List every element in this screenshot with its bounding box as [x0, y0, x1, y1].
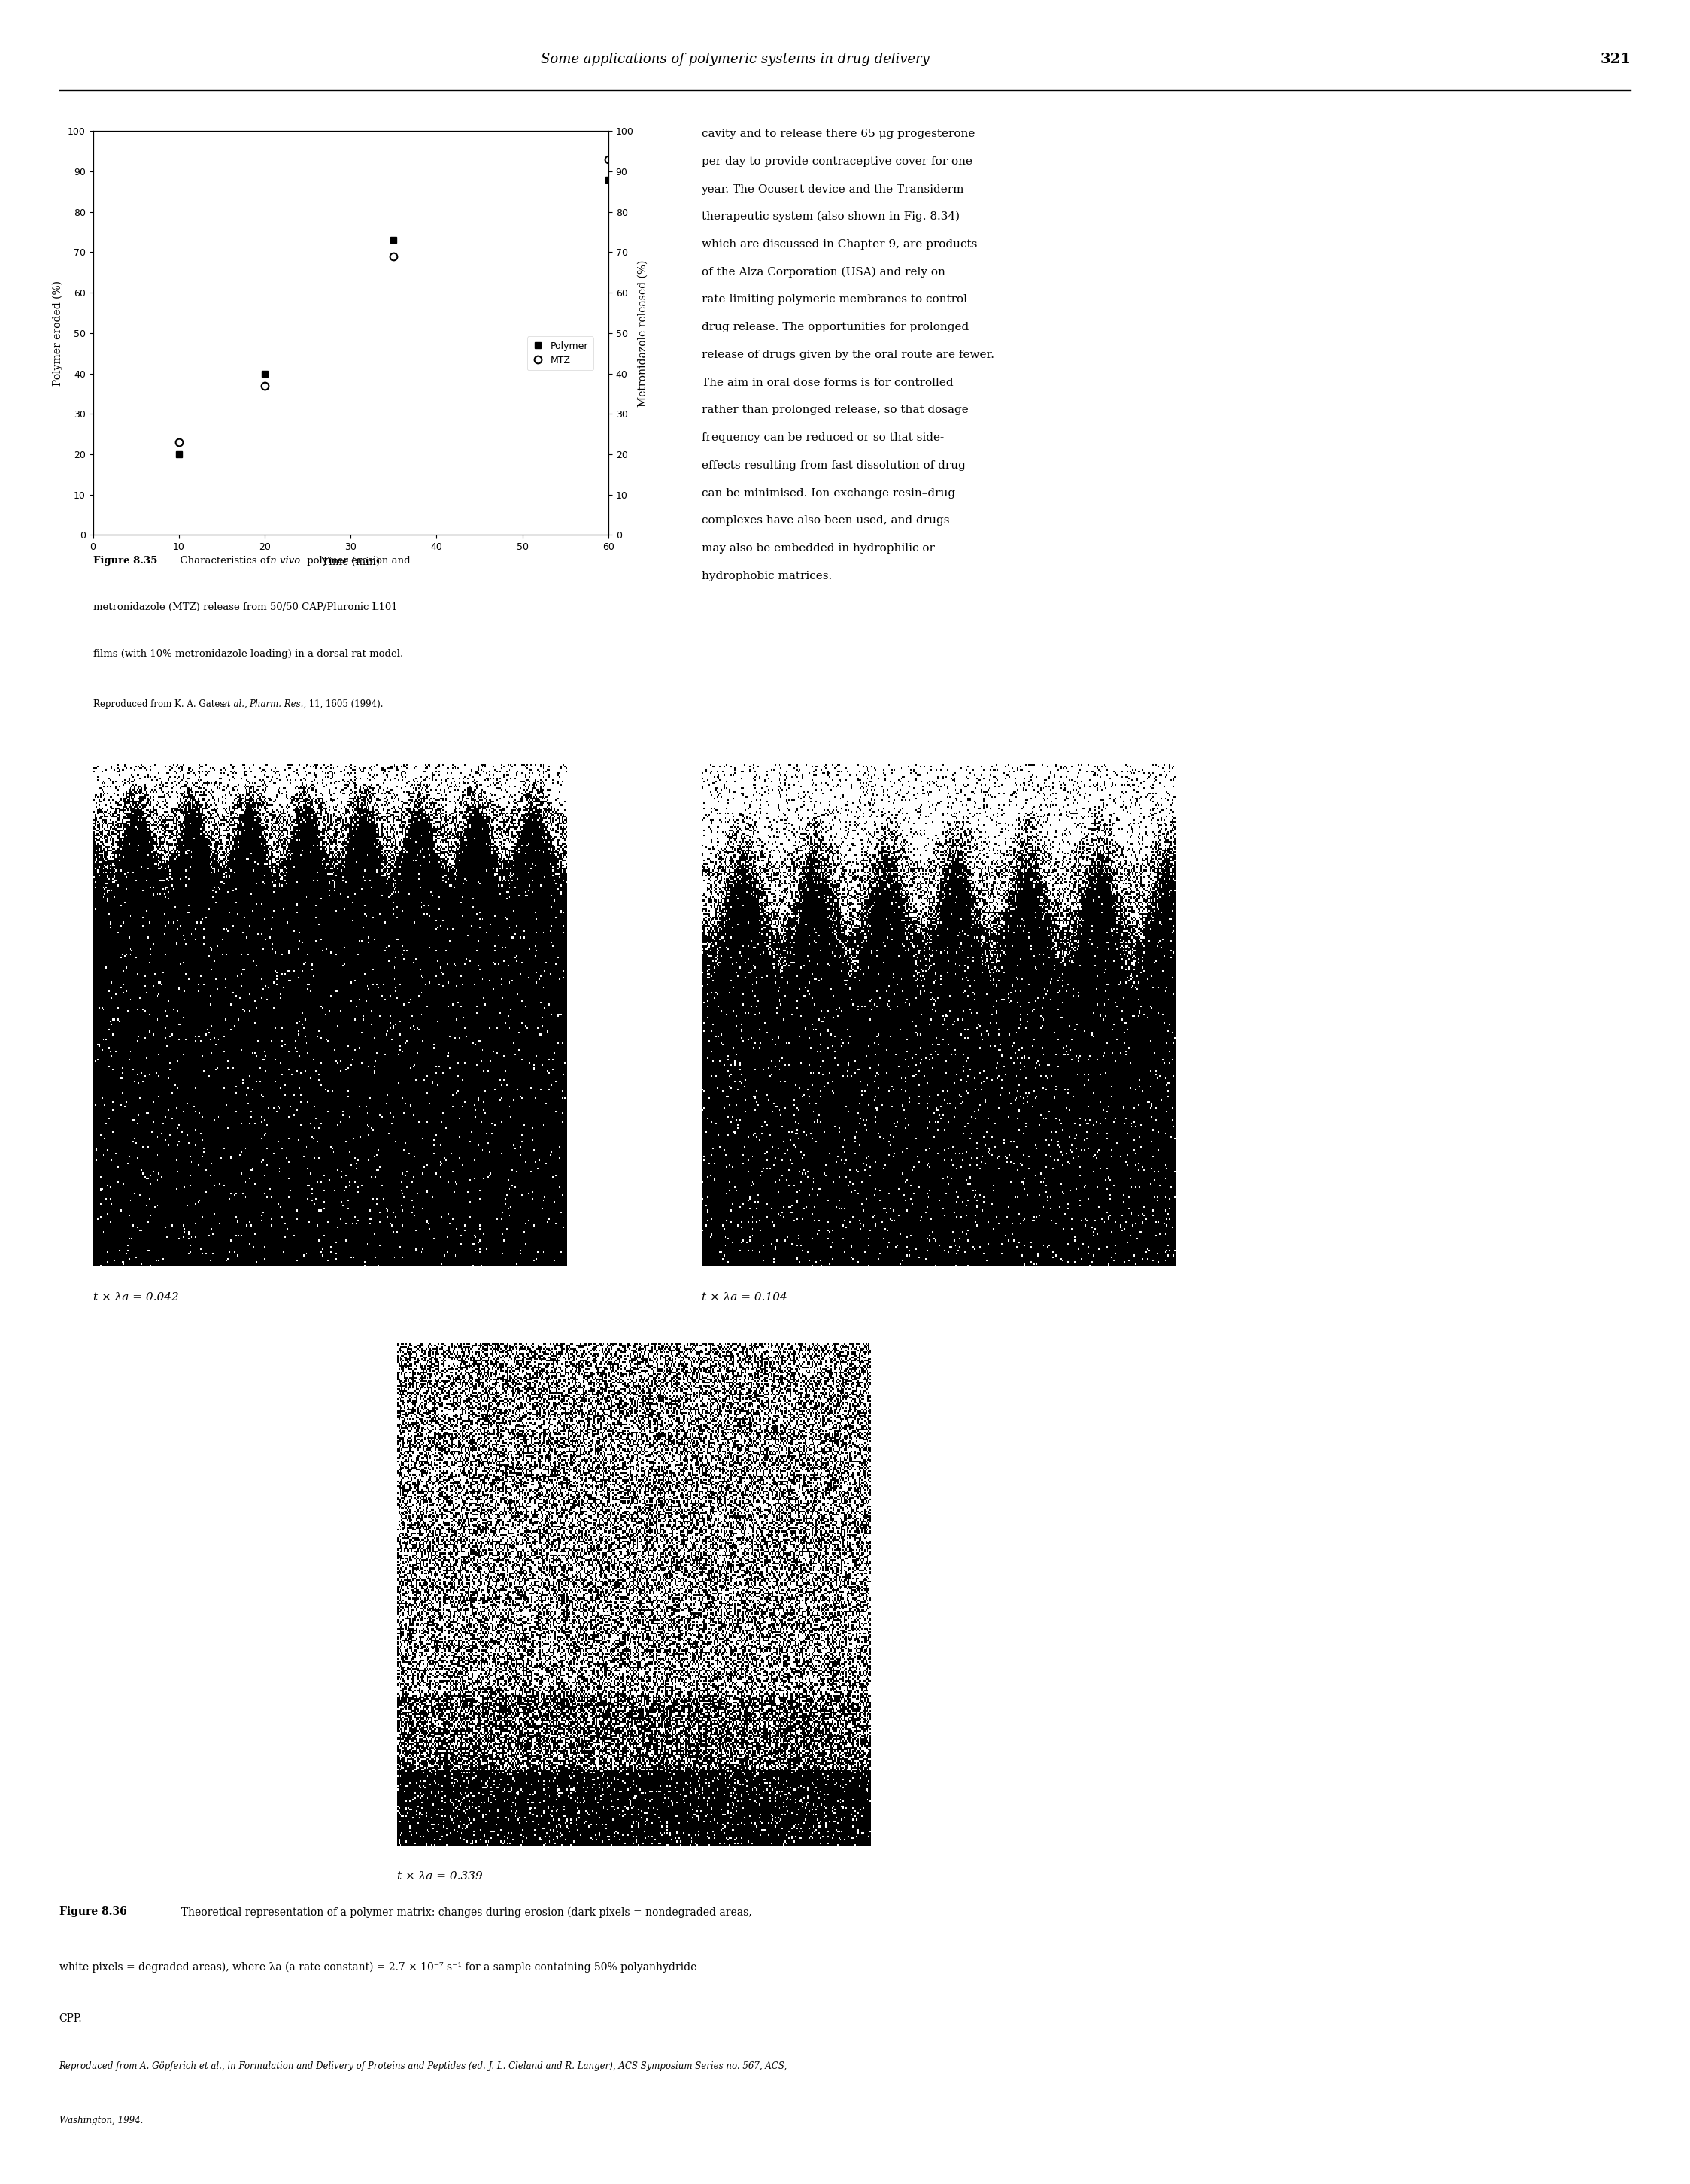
- Text: Reproduced from K. A. Gates: Reproduced from K. A. Gates: [93, 699, 226, 710]
- MTZ: [384, 242, 404, 269]
- Text: metronidazole (MTZ) release from 50/50 CAP/Pluronic L101: metronidazole (MTZ) release from 50/50 C…: [93, 603, 397, 612]
- Text: Reproduced from A. Göpferich et al., in Formulation and Delivery of Proteins and: Reproduced from A. Göpferich et al., in …: [59, 2062, 788, 2070]
- Text: t × λa = 0.104: t × λa = 0.104: [701, 1293, 788, 1302]
- Text: hydrophobic matrices.: hydrophobic matrices.: [701, 570, 831, 581]
- Text: 321: 321: [1600, 52, 1631, 66]
- Text: Characteristics of: Characteristics of: [174, 557, 274, 566]
- Legend: Polymer, MTZ: Polymer, MTZ: [527, 336, 593, 369]
- Text: may also be embedded in hydrophilic or: may also be embedded in hydrophilic or: [701, 544, 935, 553]
- Polymer: [169, 441, 189, 467]
- Line: Polymer: Polymer: [176, 177, 612, 456]
- Text: rate-limiting polymeric membranes to control: rate-limiting polymeric membranes to con…: [701, 295, 967, 306]
- Text: drug release. The opportunities for prolonged: drug release. The opportunities for prol…: [701, 321, 968, 332]
- Y-axis label: Metronidazole released (%): Metronidazole released (%): [637, 260, 649, 406]
- Text: Theoretical representation of a polymer matrix: changes during erosion (dark pix: Theoretical representation of a polymer …: [174, 1907, 752, 1918]
- Text: t × λa = 0.339: t × λa = 0.339: [397, 1872, 483, 1880]
- Text: 11, 1605 (1994).: 11, 1605 (1994).: [306, 699, 384, 710]
- Text: which are discussed in Chapter 9, are products: which are discussed in Chapter 9, are pr…: [701, 240, 977, 249]
- MTZ: [598, 146, 619, 173]
- Text: per day to provide contraceptive cover for one: per day to provide contraceptive cover f…: [701, 157, 972, 166]
- MTZ: [169, 428, 189, 454]
- Text: effects resulting from fast dissolution of drug: effects resulting from fast dissolution …: [701, 461, 965, 470]
- Text: frequency can be reduced or so that side-: frequency can be reduced or so that side…: [701, 432, 943, 443]
- Text: t × λa = 0.042: t × λa = 0.042: [93, 1293, 179, 1302]
- Text: cavity and to release there 65 μg progesterone: cavity and to release there 65 μg proges…: [701, 129, 975, 140]
- Text: films (with 10% metronidazole loading) in a dorsal rat model.: films (with 10% metronidazole loading) i…: [93, 649, 402, 660]
- Text: CPP.: CPP.: [59, 2014, 83, 2025]
- Text: rather than prolonged release, so that dosage: rather than prolonged release, so that d…: [701, 404, 968, 415]
- Polymer: [598, 166, 619, 192]
- Y-axis label: Polymer eroded (%): Polymer eroded (%): [52, 280, 64, 387]
- Text: year. The Ocusert device and the Transiderm: year. The Ocusert device and the Transid…: [701, 183, 965, 194]
- Polymer: [255, 360, 275, 387]
- Text: polymer erosion and: polymer erosion and: [304, 557, 411, 566]
- Text: of the Alza Corporation (USA) and rely on: of the Alza Corporation (USA) and rely o…: [701, 266, 945, 277]
- Text: Pharm. Res.,: Pharm. Res.,: [248, 699, 306, 710]
- Text: white pixels = degraded areas), where λa (a rate constant) = 2.7 × 10⁻⁷ s⁻¹ for : white pixels = degraded areas), where λa…: [59, 1961, 696, 1972]
- Text: The aim in oral dose forms is for controlled: The aim in oral dose forms is for contro…: [701, 378, 953, 389]
- Text: can be minimised. Ion-exchange resin–drug: can be minimised. Ion-exchange resin–dru…: [701, 487, 955, 498]
- Text: et al.,: et al.,: [221, 699, 247, 710]
- Text: in vivo: in vivo: [267, 557, 301, 566]
- MTZ: [255, 373, 275, 400]
- Text: Figure 8.35: Figure 8.35: [93, 557, 157, 566]
- Text: Some applications of polymeric systems in drug delivery: Some applications of polymeric systems i…: [541, 52, 929, 66]
- Text: Figure 8.36: Figure 8.36: [59, 1907, 127, 1918]
- Line: MTZ: MTZ: [176, 155, 612, 446]
- Polymer: [384, 227, 404, 253]
- Text: complexes have also been used, and drugs: complexes have also been used, and drugs: [701, 515, 950, 526]
- X-axis label: Time (min): Time (min): [321, 557, 380, 568]
- Text: Washington, 1994.: Washington, 1994.: [59, 2116, 144, 2125]
- Text: release of drugs given by the oral route are fewer.: release of drugs given by the oral route…: [701, 349, 994, 360]
- Text: therapeutic system (also shown in Fig. 8.34): therapeutic system (also shown in Fig. 8…: [701, 212, 960, 223]
